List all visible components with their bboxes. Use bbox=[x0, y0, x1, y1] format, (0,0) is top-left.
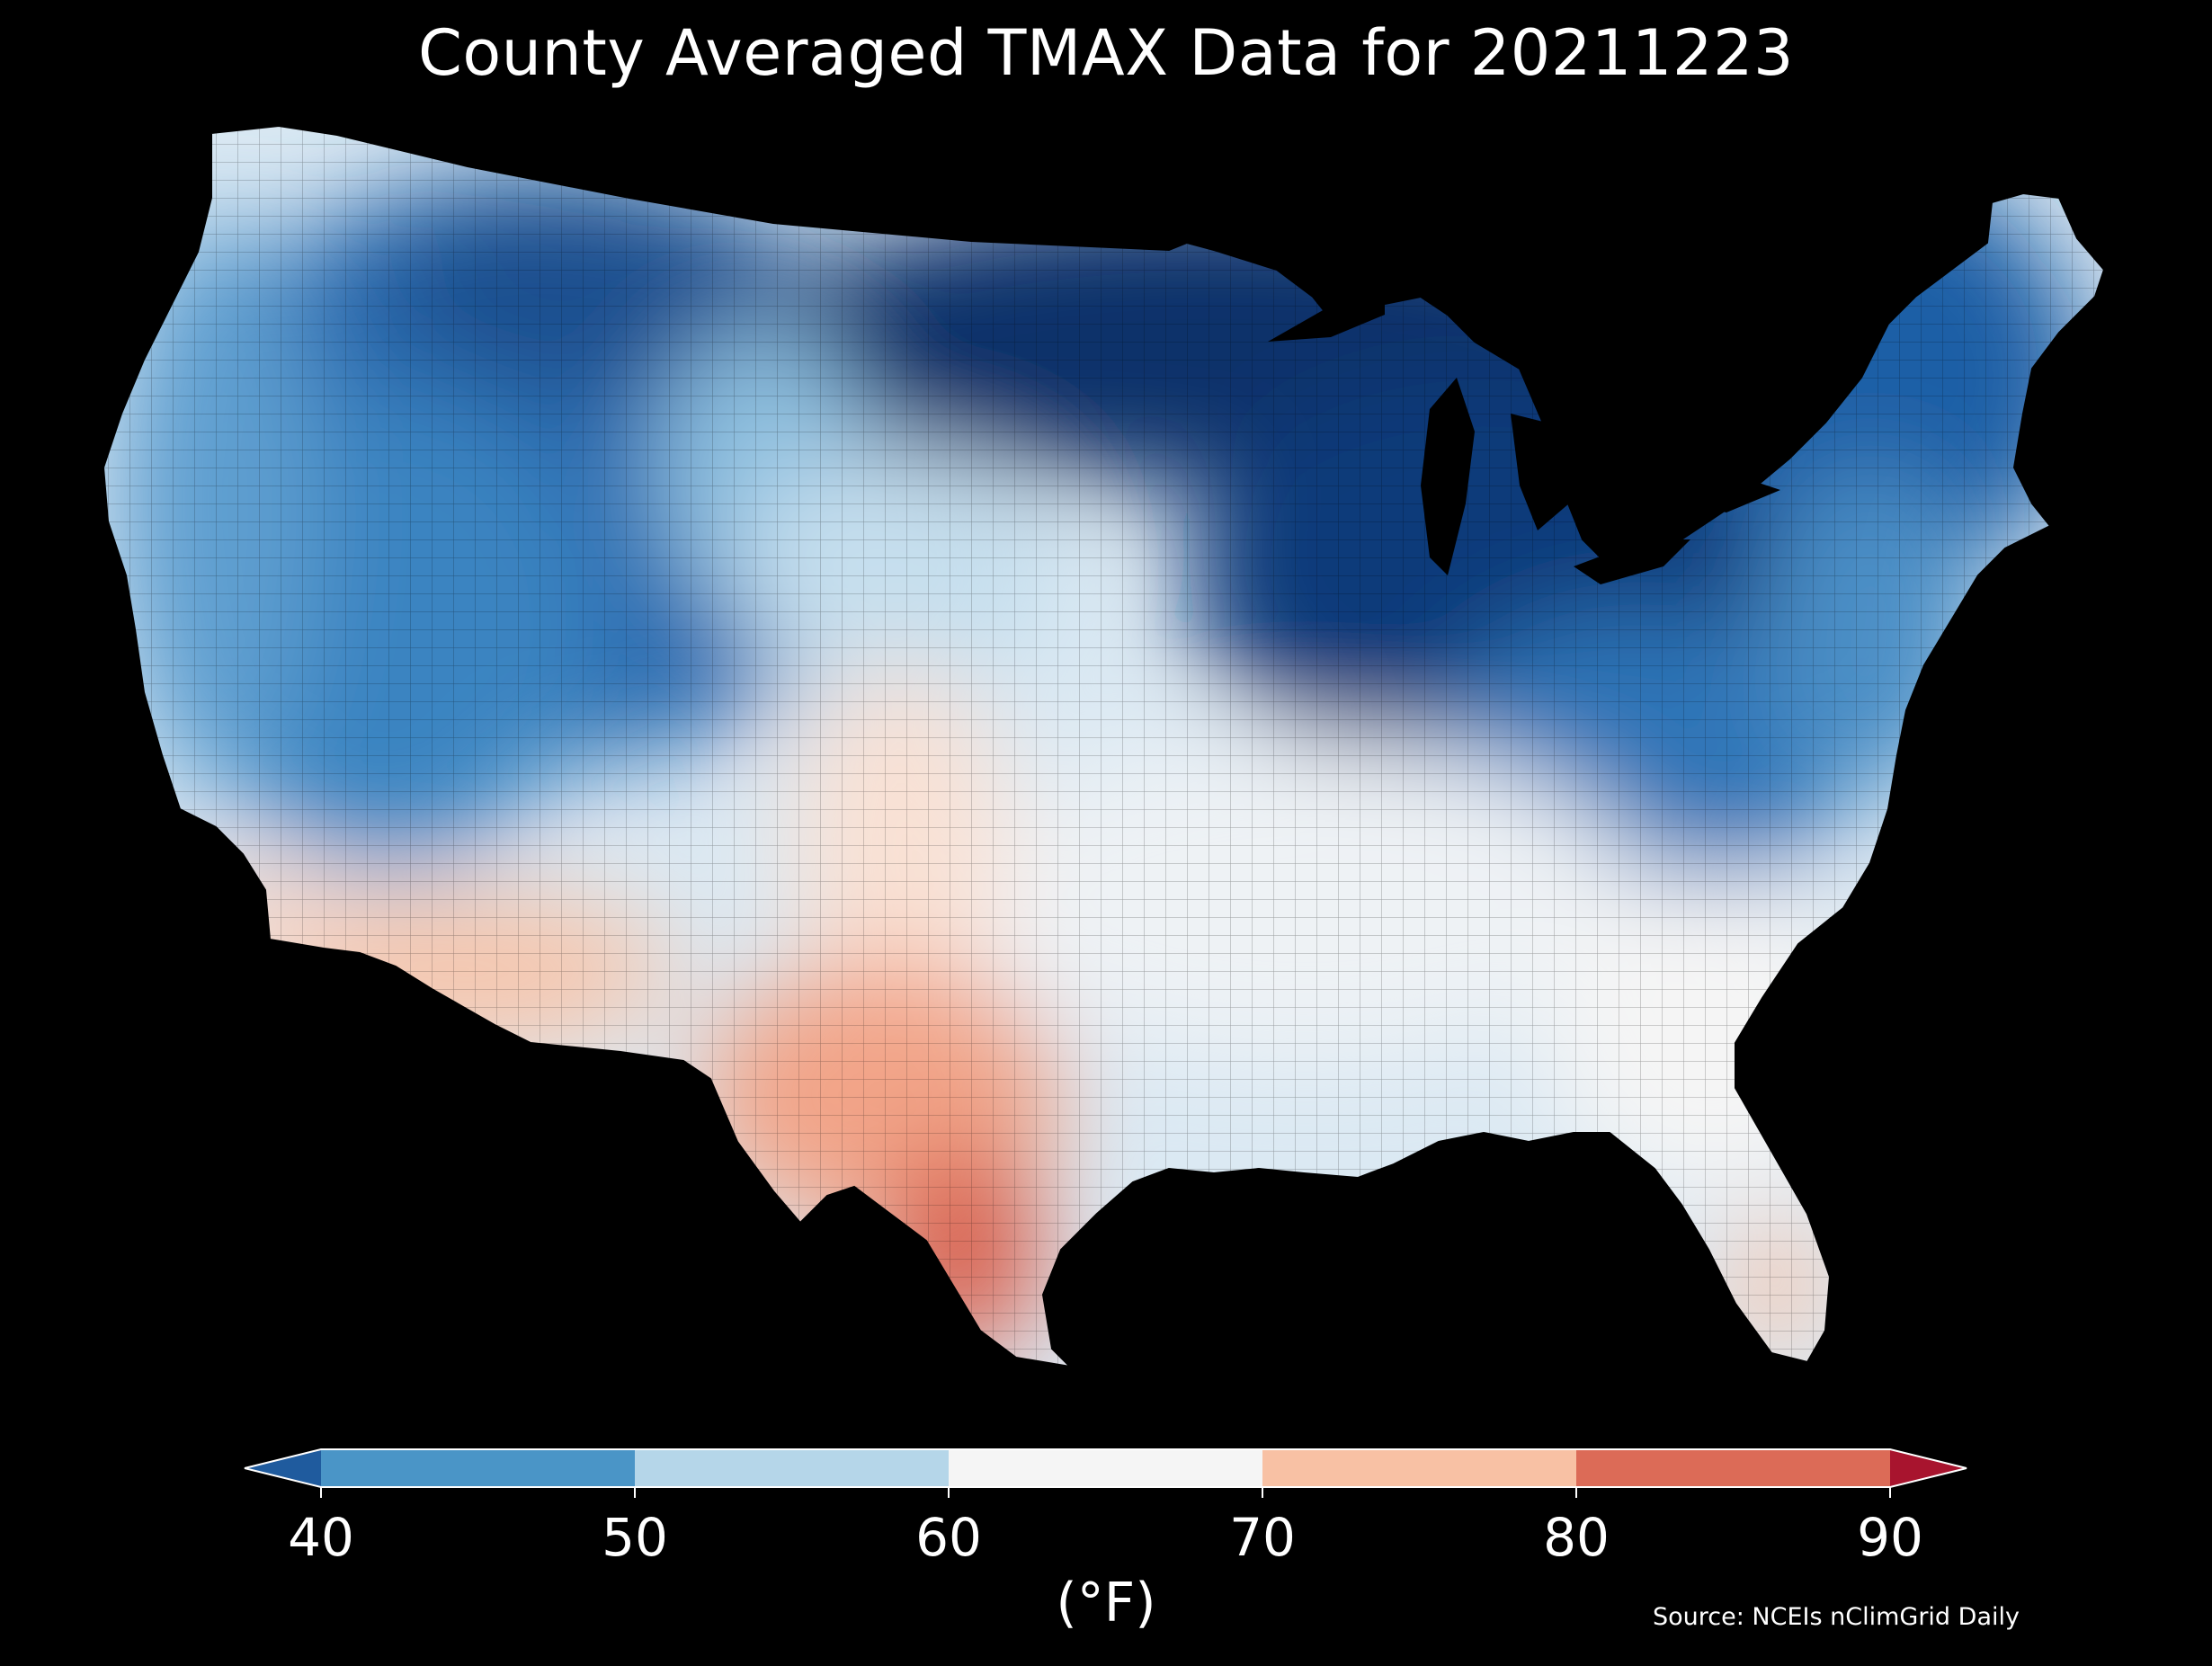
colorbar-tick-label: 90 bbox=[1857, 1507, 1923, 1568]
colorbar-tick-label: 50 bbox=[602, 1507, 668, 1568]
colorbar-tick-label: 40 bbox=[288, 1507, 354, 1568]
colorbar-bin bbox=[635, 1449, 949, 1487]
colorbar-bin bbox=[1262, 1449, 1576, 1487]
colorbar-under-extension bbox=[245, 1449, 321, 1487]
map-title: County Averaged TMAX Data for 20211223 bbox=[417, 16, 1795, 90]
colorbar-bin bbox=[949, 1449, 1262, 1487]
colorbar-tick-label: 60 bbox=[915, 1507, 982, 1568]
colorbar-unit-label: (°F) bbox=[1056, 1572, 1156, 1635]
colorbar-bin bbox=[321, 1449, 635, 1487]
source-credit: Source: NCEIs nClimGrid Daily bbox=[1653, 1603, 2020, 1631]
colorbar-bin bbox=[1576, 1449, 1890, 1487]
colorbar-tick-label: 70 bbox=[1229, 1507, 1296, 1568]
colorbar-over-extension bbox=[1890, 1449, 1967, 1487]
colorbar-tick-label: 80 bbox=[1543, 1507, 1610, 1568]
